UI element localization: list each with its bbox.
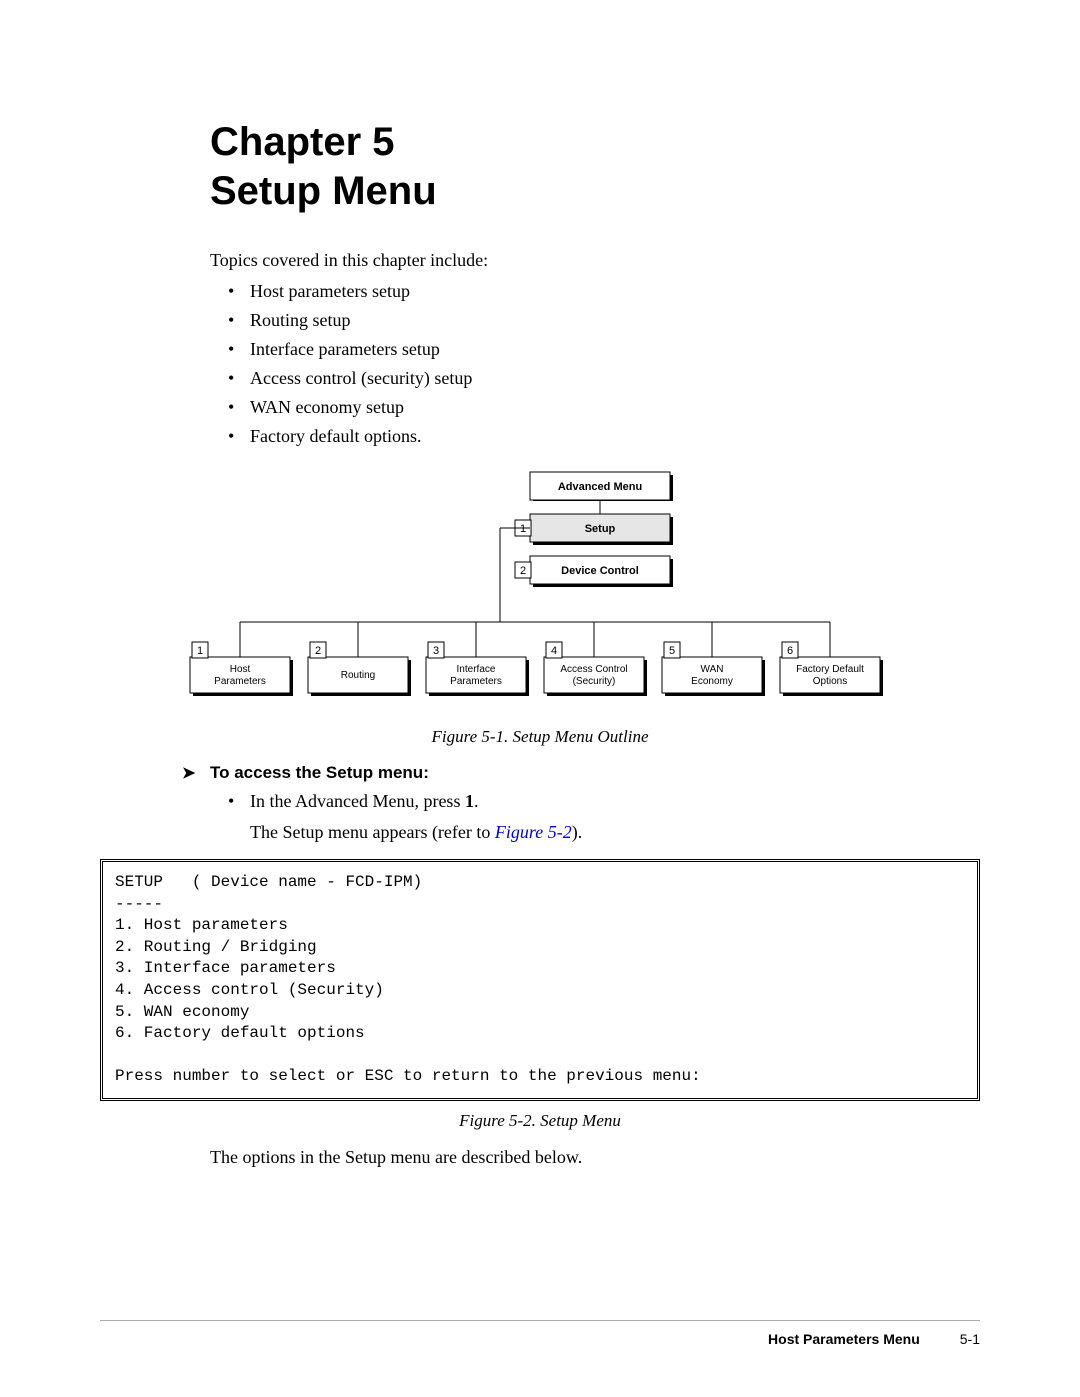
figure-2-caption: Figure 5-2. Setup Menu (100, 1111, 980, 1131)
list-item: Interface parameters setup (250, 339, 980, 360)
svg-text:Host: Host (230, 664, 251, 675)
svg-text:1: 1 (520, 523, 526, 535)
svg-text:Options: Options (813, 676, 847, 687)
topics-list: Host parameters setup Routing setup Inte… (250, 281, 980, 447)
svg-text:WAN: WAN (701, 664, 724, 675)
list-item: Access control (security) setup (250, 368, 980, 389)
procedure-step: In the Advanced Menu, press 1. (250, 791, 980, 812)
svg-text:1: 1 (197, 645, 203, 657)
chapter-title: Setup Menu (210, 169, 980, 214)
list-item: Factory default options. (250, 426, 980, 447)
svg-text:4: 4 (551, 645, 557, 657)
step-suffix: . (474, 791, 479, 811)
list-item: Host parameters setup (250, 281, 980, 302)
figure-1-caption: Figure 5-1. Setup Menu Outline (100, 727, 980, 747)
svg-text:Device Control: Device Control (561, 565, 639, 577)
list-item: Routing setup (250, 310, 980, 331)
setup-menu-outline-diagram: Advanced MenuSetup1Device Control2Setup1… (170, 467, 910, 717)
chapter-number: Chapter 5 (210, 120, 980, 165)
svg-text:Factory Default: Factory Default (796, 664, 864, 675)
svg-text:2: 2 (315, 645, 321, 657)
svg-text:Economy: Economy (691, 676, 733, 687)
svg-text:Advanced Menu: Advanced Menu (558, 481, 642, 493)
svg-text:Interface: Interface (457, 664, 496, 675)
result-suffix: ). (572, 822, 583, 842)
svg-text:(Security): (Security) (573, 676, 616, 687)
intro-text: Topics covered in this chapter include: (210, 250, 980, 271)
list-item: WAN economy setup (250, 397, 980, 418)
result-prefix: The Setup menu appears (refer to (250, 822, 495, 842)
procedure-heading: To access the Setup menu: (210, 763, 980, 783)
figure-2-link[interactable]: Figure 5-2 (495, 822, 572, 842)
footer-section: Host Parameters Menu (768, 1331, 920, 1347)
svg-text:Parameters: Parameters (214, 676, 266, 687)
page-footer: Host Parameters Menu 5-1 (100, 1320, 980, 1347)
svg-text:Setup: Setup (585, 523, 616, 535)
svg-text:3: 3 (433, 645, 439, 657)
diagram-container: Advanced MenuSetup1Device Control2Setup1… (100, 467, 980, 717)
below-text: The options in the Setup menu are descri… (210, 1147, 980, 1168)
svg-text:6: 6 (787, 645, 793, 657)
procedure-result: The Setup menu appears (refer to Figure … (250, 822, 980, 843)
footer-page-number: 5-1 (960, 1331, 980, 1347)
step-prefix: In the Advanced Menu, press (250, 791, 465, 811)
svg-text:Parameters: Parameters (450, 676, 502, 687)
svg-text:Access Control: Access Control (560, 664, 627, 675)
svg-text:5: 5 (669, 645, 675, 657)
svg-text:2: 2 (520, 565, 526, 577)
terminal-output: SETUP ( Device name - FCD-IPM) ----- 1. … (100, 859, 980, 1101)
svg-text:Routing: Routing (341, 670, 375, 681)
step-key: 1 (465, 791, 474, 811)
